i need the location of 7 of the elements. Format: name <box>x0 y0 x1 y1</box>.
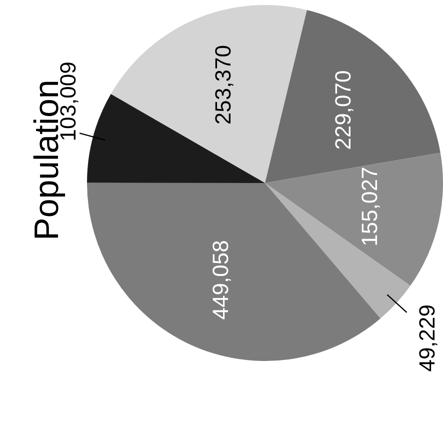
data-label: 155,027 <box>356 166 382 246</box>
data-label: 449,058 <box>208 240 233 320</box>
data-label: 49,229 <box>414 304 440 372</box>
data-label: 253,370 <box>210 45 236 125</box>
data-label: 229,070 <box>330 70 356 150</box>
pie-slice <box>265 152 443 286</box>
pie-slice <box>110 5 307 183</box>
